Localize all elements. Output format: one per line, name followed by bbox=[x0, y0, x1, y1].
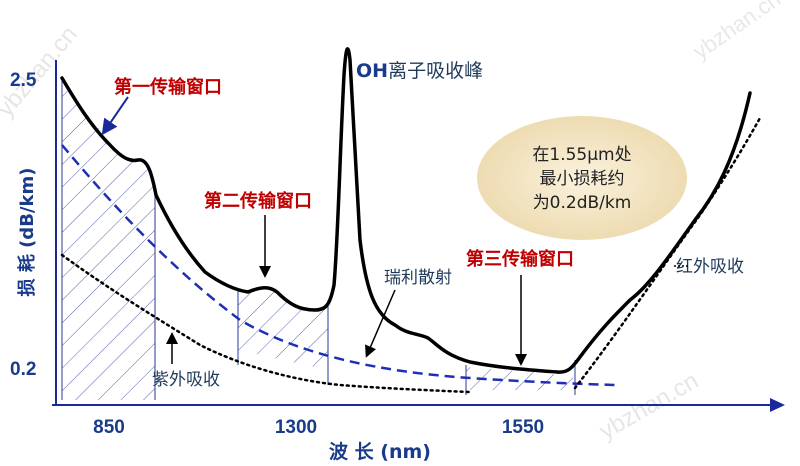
x-tick-1550: 1550 bbox=[502, 417, 544, 438]
min-loss-line3: 为0.2dB/km bbox=[533, 193, 632, 213]
ir-label: 红外吸收 bbox=[676, 257, 744, 277]
rayleigh-arrow bbox=[365, 289, 396, 358]
window2-label: 第二传输窗口 bbox=[204, 190, 312, 212]
total-loss-curve bbox=[60, 47, 752, 374]
x-axis-label: 波 长 (nm) bbox=[329, 440, 431, 463]
min-loss-line1: 在1.55μm处 bbox=[532, 145, 631, 165]
window3-label: 第三传输窗口 bbox=[466, 248, 574, 270]
rayleigh-label: 瑞利散射 bbox=[384, 268, 452, 288]
x-tick-1300: 1300 bbox=[275, 417, 317, 438]
oh-peak-label-rest: 离子吸收峰 bbox=[388, 60, 483, 82]
uv-label: 紫外吸收 bbox=[152, 370, 220, 390]
window3-hatch-area bbox=[466, 367, 575, 390]
min-loss-line2: 最小损耗约 bbox=[540, 169, 625, 189]
rayleigh-curve bbox=[61, 144, 616, 387]
window1-label: 第一传输窗口 bbox=[114, 76, 222, 98]
x-axis-arrow bbox=[770, 398, 785, 412]
watermark-3: ybzhan.cn bbox=[689, 0, 785, 64]
y-axis-label: 损 耗 (dB/km) bbox=[16, 168, 38, 297]
oh-peak-label-prefix: OH bbox=[356, 60, 388, 82]
y-tick-2-5: 2.5 bbox=[10, 70, 37, 91]
x-tick-850: 850 bbox=[93, 417, 125, 438]
min-loss-callout bbox=[477, 116, 687, 240]
oh-peak-label: OH离子吸收峰 bbox=[356, 60, 483, 82]
watermark-2: ybzhan.cn bbox=[595, 367, 703, 445]
window1-arrow bbox=[101, 96, 129, 136]
y-tick-0-2: 0.2 bbox=[10, 359, 36, 380]
window1-hatch-area bbox=[62, 78, 155, 400]
uv-absorption-curve bbox=[60, 253, 472, 394]
